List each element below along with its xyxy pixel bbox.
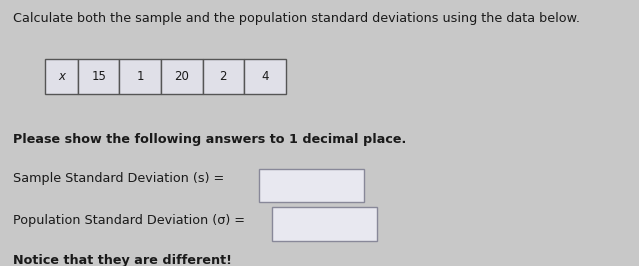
Text: Calculate both the sample and the population standard deviations using the data : Calculate both the sample and the popula… [13,12,580,25]
Text: Notice that they are different!: Notice that they are different! [13,254,232,266]
Text: 2: 2 [220,70,227,83]
Bar [244,59,286,94]
Text: Population Standard Deviation (σ) =: Population Standard Deviation (σ) = [13,214,245,227]
Text: 20: 20 [174,70,189,83]
Text: Sample Standard Deviation (s) =: Sample Standard Deviation (s) = [13,172,224,185]
Text: Please show the following answers to 1 decimal place.: Please show the following answers to 1 d… [13,133,406,146]
Bar [203,59,244,94]
Bar [45,59,78,94]
Text: 4: 4 [261,70,268,83]
Bar [272,207,377,241]
Text: x: x [58,70,65,83]
Text: 1: 1 [137,70,144,83]
Text: 15: 15 [91,70,106,83]
Bar [78,59,119,94]
Bar [119,59,161,94]
Bar [161,59,203,94]
Bar [259,169,364,202]
